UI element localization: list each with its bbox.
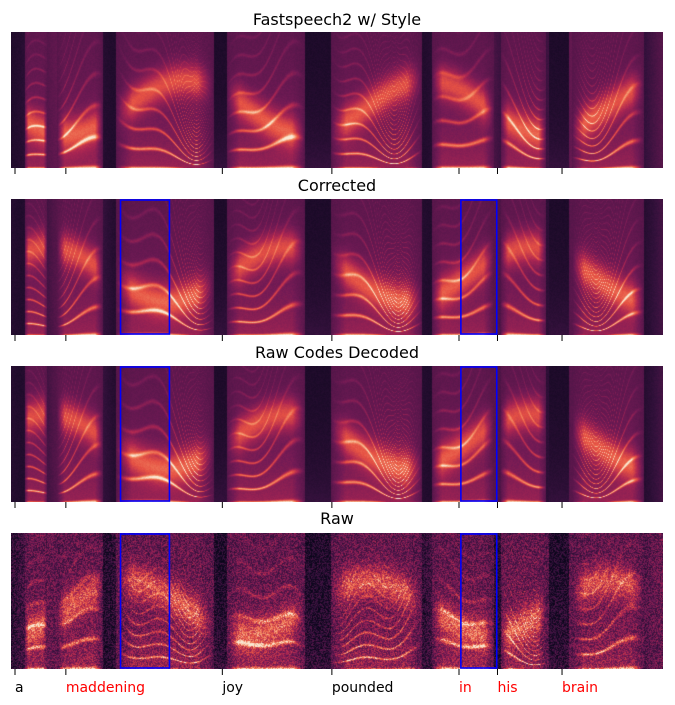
- word-labels: a maddening joy pounded in his brain: [15, 680, 598, 696]
- tick-marks: [14, 168, 563, 675]
- word-label: his: [497, 680, 517, 696]
- word-label: a: [15, 680, 24, 696]
- panel-title: Fastspeech2 w/ Style: [253, 10, 421, 29]
- spectrogram-image: [11, 533, 663, 669]
- word-label: pounded: [332, 680, 394, 696]
- panel-title: Raw Codes Decoded: [255, 343, 419, 362]
- highlight-box: [119, 533, 171, 669]
- panels: Fastspeech2 w/ Style Corrected Raw Codes D…: [11, 10, 663, 669]
- highlight-box: [460, 533, 498, 669]
- panel-4: Raw: [11, 509, 663, 669]
- panel-3: Raw Codes Decoded: [11, 343, 663, 502]
- highlight-box: [460, 199, 498, 335]
- panel-title: Raw: [320, 509, 354, 528]
- highlight-box: [119, 199, 171, 335]
- panel-2: Corrected: [11, 176, 663, 335]
- word-label: in: [459, 680, 472, 696]
- panel-title: Corrected: [298, 176, 376, 195]
- highlight-box: [460, 366, 498, 502]
- word-label: maddening: [66, 680, 145, 696]
- spectrogram-image: [11, 32, 663, 168]
- spectrogram-image: [11, 366, 663, 502]
- word-label: brain: [562, 680, 598, 696]
- spectrogram-image: [11, 199, 663, 335]
- panel-1: Fastspeech2 w/ Style: [11, 10, 663, 168]
- highlight-box: [119, 366, 171, 502]
- word-label: joy: [221, 680, 243, 696]
